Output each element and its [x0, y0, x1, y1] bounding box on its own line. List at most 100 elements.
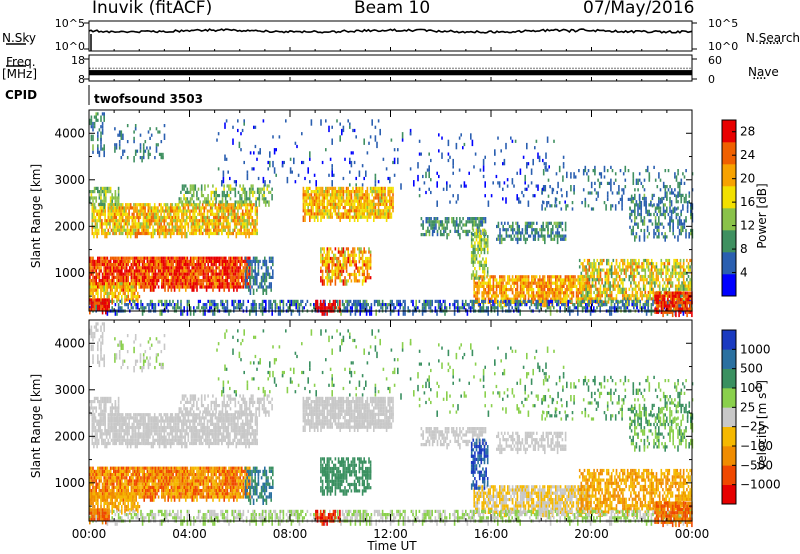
power-cell: [650, 262, 653, 266]
power-cell: [505, 281, 507, 285]
power-cell: [225, 275, 227, 279]
power-cell: [159, 256, 161, 260]
power-cell: [150, 231, 153, 239]
power-cell: [237, 222, 239, 226]
power-cell: [342, 266, 345, 270]
power-cell: [229, 259, 232, 263]
power-cell: [95, 186, 97, 190]
power-cell: [183, 194, 185, 198]
power-cell: [162, 275, 165, 279]
power-cell: [221, 282, 224, 286]
power-cell: [238, 219, 241, 223]
power-cell: [207, 272, 209, 276]
power-cell: [686, 209, 689, 213]
power-cell: [257, 269, 260, 276]
power-cell: [350, 250, 353, 254]
power-cell: [511, 275, 514, 279]
power-cell: [477, 244, 479, 248]
power-cell: [135, 275, 137, 279]
power-cell: [109, 263, 112, 267]
power-cell: [180, 197, 182, 201]
power-cell: [521, 300, 523, 304]
power-cell: [91, 228, 94, 232]
power-cell: [122, 266, 125, 270]
power-cell: [200, 194, 203, 198]
power-cell: [183, 282, 185, 286]
power-cell: [641, 278, 643, 282]
power-cell: [341, 279, 343, 283]
power-cell: [368, 272, 370, 277]
power-cell: [272, 269, 274, 276]
power-cell: [149, 212, 151, 216]
power-cell: [178, 259, 181, 263]
power-cell: [647, 290, 650, 295]
power-cell: [258, 200, 261, 207]
power-cell: [201, 279, 203, 283]
power-cell: [205, 269, 208, 273]
power-cell: [174, 215, 177, 220]
power-cell: [149, 275, 152, 279]
power-cell: [208, 209, 210, 213]
power-cell: [644, 284, 647, 291]
power-cell: [166, 203, 169, 207]
power-cell: [363, 196, 365, 203]
power-cell: [205, 275, 208, 279]
power-cell: [637, 225, 639, 229]
power-cell: [216, 212, 218, 216]
power-cell: [242, 266, 245, 270]
power-cell: [487, 291, 490, 295]
power-cell: [200, 228, 202, 232]
power-cell: [547, 234, 549, 238]
power-cell: [628, 274, 631, 282]
power-cell: [656, 212, 658, 217]
power-cell: [641, 290, 643, 295]
power-cell: [552, 224, 554, 232]
power-cell: [117, 279, 120, 283]
power-cell: [532, 278, 535, 282]
power-cell: [131, 215, 134, 223]
power-cell: [248, 288, 250, 292]
power-cell: [125, 259, 128, 263]
power-cell: [108, 186, 110, 190]
power-cell: [232, 187, 235, 191]
power-cell: [124, 259, 126, 263]
power-cell: [180, 303, 182, 307]
power-cell: [234, 194, 237, 198]
power-cell: [101, 259, 104, 263]
power-cell: [642, 268, 645, 272]
power-cell: [178, 285, 181, 292]
power-cell: [632, 209, 634, 213]
power-cell: [687, 274, 690, 279]
power-cell: [578, 265, 581, 269]
power-cell: [318, 206, 321, 210]
power-cell: [526, 224, 528, 229]
power-cell: [313, 190, 316, 194]
power-cell: [258, 303, 261, 307]
power-cell: [353, 247, 356, 254]
power-cell: [98, 256, 101, 260]
power-cell: [121, 206, 124, 210]
power-cell: [155, 212, 158, 216]
power-cell: [167, 259, 169, 263]
power-cell: [169, 212, 172, 216]
power-cell: [483, 260, 486, 264]
power-cell: [213, 215, 215, 220]
power-cell: [179, 222, 182, 226]
power-cell: [248, 212, 250, 216]
power-cell: [344, 199, 346, 203]
power-cell: [105, 190, 107, 197]
power-cell: [357, 190, 359, 194]
power-cell: [185, 263, 187, 267]
power-cell: [207, 299, 209, 303]
power-cell: [548, 291, 551, 295]
power-cell: [467, 229, 469, 233]
power-cell: [124, 275, 126, 279]
power-cell: [237, 259, 240, 263]
power-cell: [106, 275, 109, 279]
power-cell: [93, 196, 96, 200]
power-cell: [245, 190, 248, 194]
power-cell: [205, 231, 207, 236]
power-cell: [507, 294, 509, 301]
power-cell: [189, 309, 192, 316]
power-cell: [656, 235, 658, 239]
